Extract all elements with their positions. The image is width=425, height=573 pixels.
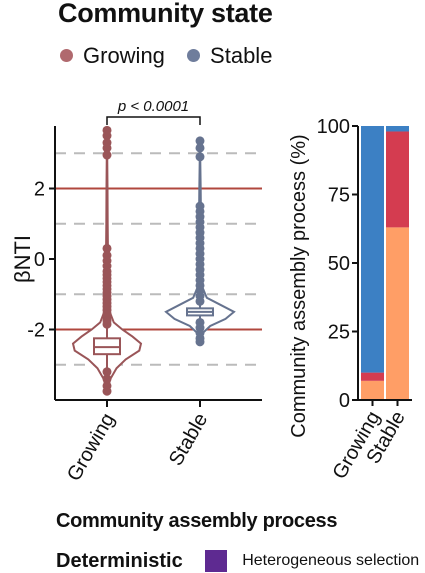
bar-y-tick-label: 0 — [339, 390, 350, 412]
legend-item-stable: Stable — [187, 43, 272, 69]
bar-y-axis-label: Community assembly process (%) — [288, 134, 310, 437]
x-tick-label: Growing — [63, 410, 119, 486]
stacked-bar-segment — [386, 227, 409, 400]
heterogeneous-selection-swatch-icon — [205, 550, 228, 572]
significance-bracket — [106, 116, 201, 125]
outlier-point — [195, 296, 205, 306]
process-legend: Deterministic Heterogeneous selection — [56, 550, 425, 573]
outlier-point — [102, 150, 112, 160]
bar-y-tick-label: 50 — [328, 253, 350, 275]
outlier-point — [102, 131, 112, 141]
outlier-point — [102, 143, 112, 153]
legend-item-growing: Growing — [60, 43, 165, 69]
bar-y-tick-label: 75 — [328, 185, 350, 207]
outlier-point — [195, 152, 205, 162]
stacked-bar-segment — [386, 126, 409, 132]
x-tick-label: Stable — [165, 410, 212, 470]
y-tick-label: -2 — [27, 320, 45, 342]
bar-y-tick-label: 100 — [317, 116, 350, 138]
legend-label-stable: Stable — [210, 42, 273, 68]
outlier-point — [195, 337, 205, 347]
outlier-point — [102, 243, 112, 253]
outlier-point — [102, 367, 112, 377]
outlier-point — [195, 143, 205, 153]
process-legend-title: Community assembly process — [56, 510, 338, 532]
y-axis-label: βNTI — [10, 235, 35, 283]
heterogeneous-selection-label: Heterogeneous selection — [242, 552, 420, 569]
stacked-bar-segment — [361, 126, 384, 373]
stacked-bar-segment — [386, 131, 409, 228]
significance-label: p < 0.0001 — [117, 98, 189, 115]
stacked-bar-segment — [361, 380, 384, 400]
stable-dot-icon — [187, 49, 201, 62]
deterministic-label: Deterministic — [56, 550, 183, 572]
stacked-bar-segment — [361, 372, 384, 381]
community-state-legend: Growing Stable — [60, 42, 288, 69]
outlier-point — [102, 319, 112, 329]
bar-y-tick-label: 25 — [328, 322, 350, 344]
outlier-point — [102, 386, 112, 396]
legend-label-growing: Growing — [83, 42, 165, 68]
growing-dot-icon — [60, 49, 73, 62]
y-tick-label: 2 — [34, 179, 45, 201]
outlier-point — [102, 374, 112, 384]
legend-title: Community state — [58, 0, 273, 28]
outlier-point — [195, 136, 205, 146]
y-tick-label: 0 — [34, 249, 45, 271]
